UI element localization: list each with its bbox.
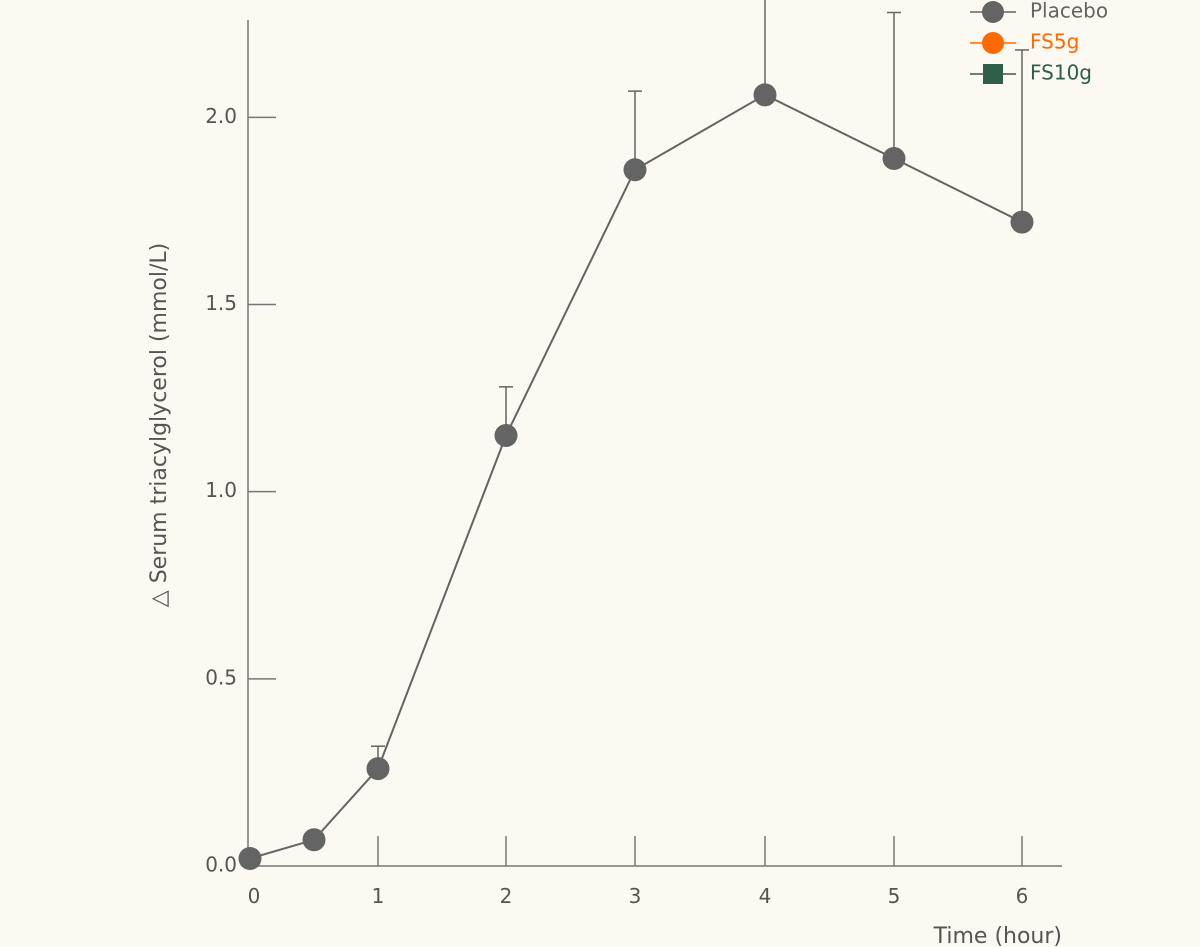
legend-marker [983, 64, 1003, 84]
data-point [753, 83, 777, 107]
data-point [494, 424, 518, 448]
y-tick-label: 0.0 [205, 853, 237, 877]
data-point [238, 847, 262, 871]
data-point [623, 158, 647, 182]
x-tick-label: 1 [372, 884, 385, 908]
legend: Placebo FS5g FS10g [970, 0, 1108, 85]
x-ticks: 0 1 2 3 4 5 6 [248, 836, 1029, 908]
data-point [302, 828, 326, 852]
plot-area [238, 0, 1034, 871]
x-tick-label: 2 [500, 884, 513, 908]
data-point [366, 757, 390, 781]
legend-label: Placebo [1030, 0, 1108, 23]
data-point [882, 147, 906, 171]
x-tick-label: 5 [888, 884, 901, 908]
legend-label: FS10g [1030, 61, 1092, 85]
legend-marker [982, 1, 1004, 23]
x-tick-label: 4 [759, 884, 772, 908]
y-tick-label: 2.0 [205, 104, 237, 128]
legend-marker [982, 32, 1004, 54]
x-axis-title: Time (hour) [933, 924, 1062, 947]
x-tick-label: 6 [1016, 884, 1029, 908]
y-tick-label: 1.0 [205, 478, 237, 502]
y-ticks: 0.0 0.5 1.0 1.5 2.0 [205, 104, 276, 877]
series-line [249, 93, 1023, 860]
y-axis-title: △ Serum triacylglycerol (mmol/L) [147, 243, 172, 607]
axes [247, 20, 1062, 867]
y-tick-label: 0.5 [205, 665, 237, 689]
legend-label: FS5g [1030, 30, 1079, 54]
y-tick-label: 1.5 [205, 291, 237, 315]
data-point [1010, 210, 1034, 234]
x-tick-label: 3 [629, 884, 642, 908]
x-tick-label: 0 [248, 884, 261, 908]
